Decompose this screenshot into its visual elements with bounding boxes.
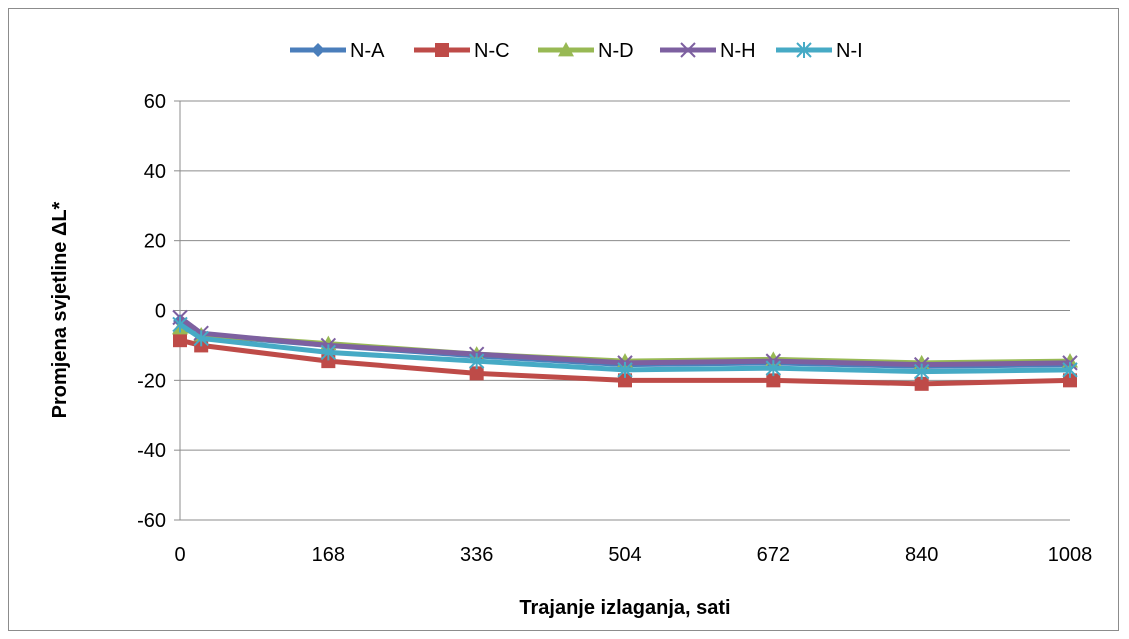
- y-axis-title: Promjena svjetline ΔL*: [49, 201, 71, 418]
- legend-label: N-C: [474, 40, 510, 62]
- y-tick-label: -40: [137, 440, 166, 462]
- y-tick-label: 60: [144, 91, 166, 113]
- data-point: [172, 316, 188, 333]
- x-tick-label: 0: [174, 544, 185, 566]
- legend-item: N-C: [414, 40, 510, 62]
- data-point: [913, 363, 930, 380]
- legend-marker: [796, 42, 812, 58]
- y-tick-label: -60: [137, 510, 166, 532]
- data-point: [1062, 361, 1078, 378]
- legend-label: N-I: [836, 40, 863, 62]
- legend-marker: [680, 42, 696, 58]
- data-point: [469, 366, 484, 381]
- y-tick-label: 20: [144, 231, 166, 253]
- chart-frame: [8, 8, 1119, 631]
- data-point: [618, 373, 632, 388]
- x-tick-label: 168: [312, 544, 345, 566]
- legend-item: N-A: [290, 40, 385, 62]
- legend: N-A N-C N-D N-H N-I: [290, 40, 863, 62]
- data-point: [321, 354, 336, 369]
- data-point: [1063, 373, 1077, 388]
- series-n-i: [172, 316, 1078, 380]
- data-point: [468, 353, 485, 370]
- series-line: [179, 337, 1071, 387]
- series-n-c: [173, 333, 1077, 391]
- x-tick-label: 1008: [1048, 544, 1093, 566]
- data-point: [765, 360, 782, 377]
- legend-marker: [558, 42, 574, 57]
- data-point: [914, 376, 929, 391]
- x-tick-label: 336: [460, 544, 493, 566]
- legend-item: N-I: [776, 40, 863, 62]
- y-tick-label: 40: [144, 161, 166, 183]
- legend-item: N-D: [538, 40, 634, 62]
- data-point: [173, 333, 187, 348]
- series-layer: [172, 309, 1078, 391]
- series-line: [178, 322, 1071, 375]
- legend-label: N-D: [598, 40, 634, 62]
- legend-item: N-H: [660, 40, 756, 62]
- tick-labels: 60 40 20 0 -20 -40 -60 0 168 336 504 672 840 1008: [137, 91, 1092, 566]
- x-tick-label: 672: [757, 544, 790, 566]
- axes: [174, 100, 181, 521]
- legend-marker: [311, 43, 325, 57]
- data-point: [766, 373, 781, 388]
- x-axis-title: Trajanje izlaganja, sati: [519, 597, 730, 619]
- x-tick-label: 840: [905, 544, 938, 566]
- y-tick-label: 0: [155, 301, 166, 323]
- legend-marker: [435, 43, 449, 57]
- x-tick-label: 504: [608, 544, 641, 566]
- data-point: [193, 330, 209, 347]
- series-line: [178, 315, 1071, 368]
- gridlines: [180, 100, 1070, 521]
- data-point: [320, 344, 337, 361]
- legend-label: N-A: [350, 40, 385, 62]
- data-point: [617, 361, 633, 378]
- legend-label: N-H: [720, 40, 756, 62]
- y-tick-label: -20: [137, 370, 166, 392]
